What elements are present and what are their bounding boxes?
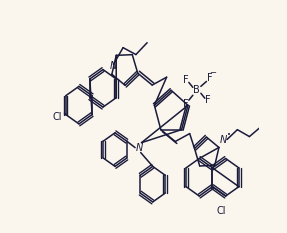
Text: N: N bbox=[135, 143, 143, 153]
Text: Cl: Cl bbox=[216, 206, 226, 216]
Text: F: F bbox=[207, 73, 212, 83]
Text: Cl: Cl bbox=[53, 112, 62, 122]
Text: F: F bbox=[183, 75, 189, 86]
Text: •: • bbox=[227, 132, 231, 138]
Text: F: F bbox=[205, 95, 211, 105]
Text: B: B bbox=[193, 85, 200, 95]
Text: N: N bbox=[110, 62, 117, 72]
Text: F: F bbox=[183, 99, 189, 109]
Text: −: − bbox=[210, 68, 216, 77]
Text: N: N bbox=[219, 134, 226, 144]
